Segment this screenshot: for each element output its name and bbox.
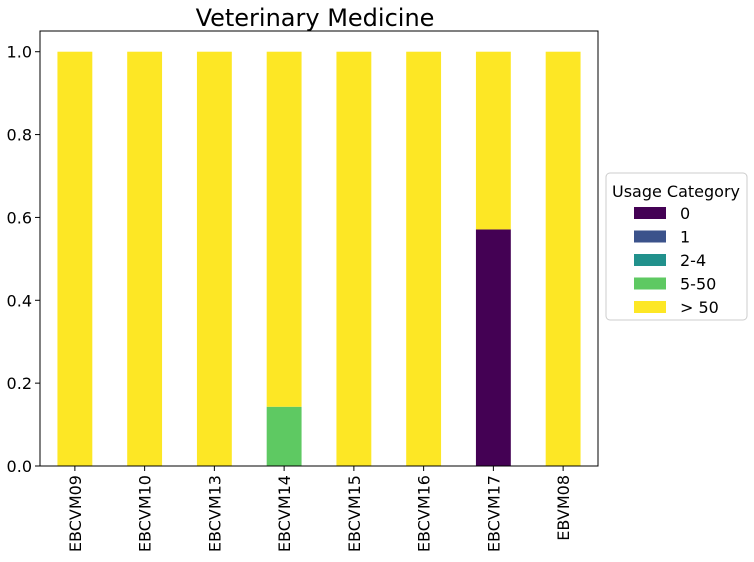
- bar-ebcvm17-series-0: [475, 229, 511, 466]
- bar-ebcvm13-series-4: [196, 51, 232, 466]
- legend-swatch-3: [634, 277, 666, 290]
- y-tick-label: 0.2: [7, 374, 32, 393]
- plot-area-frame: [39, 30, 599, 467]
- legend-label-4: > 50: [680, 298, 719, 317]
- x-tick-label: EBCVM13: [205, 475, 224, 552]
- bar-ebcvm15-series-4: [336, 51, 372, 466]
- legend-swatch-4: [634, 301, 666, 313]
- bar-ebcvm16-series-4: [406, 51, 442, 466]
- legend-label-1: 1: [680, 228, 690, 247]
- bar-ebcvm17-series-4: [475, 51, 511, 230]
- bar-ebcvm09-series-4: [57, 51, 93, 466]
- x-tick-label: EBCVM17: [484, 475, 503, 552]
- bar-ebcvm10-series-4: [127, 51, 163, 466]
- legend: Usage Category 0 1 2-4 5-50 > 50: [605, 172, 748, 321]
- y-tick-label: 0.0: [7, 457, 32, 476]
- x-axis: EBCVM09 EBCVM10 EBCVM13 EBCVM14 EBCVM15 EBCVM…: [66, 466, 573, 552]
- x-tick-label: EBVM08: [554, 475, 573, 541]
- x-tick-label: EBCVM16: [415, 475, 434, 552]
- x-tick-label: EBCVM14: [275, 475, 294, 552]
- legend-title: Usage Category: [612, 182, 740, 201]
- bar-ebcvm14-series-3: [266, 406, 302, 466]
- y-axis: 0.0 0.2 0.4 0.6 0.8 1.0: [7, 43, 40, 476]
- x-tick-label: EBCVM10: [136, 475, 155, 552]
- legend-swatch-2: [634, 254, 666, 266]
- bars-layer: [57, 51, 581, 466]
- y-tick-label: 0.8: [7, 126, 32, 145]
- legend-label-3: 5-50: [680, 275, 716, 294]
- x-tick-label: EBCVM15: [345, 475, 364, 552]
- legend-swatch-0: [634, 207, 666, 219]
- legend-label-0: 0: [680, 204, 690, 223]
- bar-ebcvm14-series-4: [266, 51, 302, 407]
- x-tick-label: EBCVM09: [66, 475, 85, 552]
- y-tick-label: 0.4: [7, 291, 32, 310]
- bar-ebvm08-series-4: [545, 51, 581, 466]
- y-tick-label: 0.6: [7, 208, 32, 227]
- chart-title: Veterinary Medicine: [196, 4, 435, 32]
- legend-swatch-1: [634, 230, 666, 243]
- y-tick-label: 1.0: [7, 43, 32, 62]
- legend-label-2: 2-4: [680, 251, 706, 270]
